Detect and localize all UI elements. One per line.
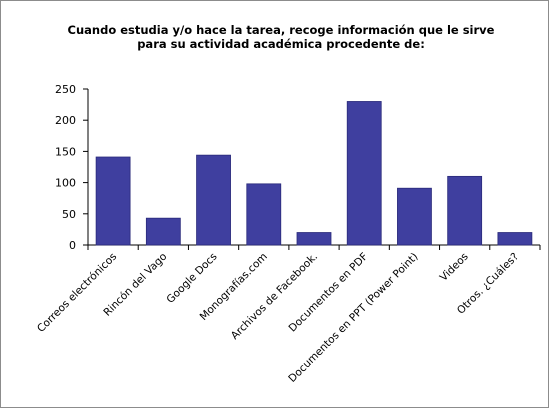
bar	[246, 183, 282, 246]
y-tick-label: 100	[55, 177, 76, 190]
bar	[497, 232, 533, 246]
bar	[397, 187, 432, 246]
x-tick-label: Correos electrónicos	[35, 251, 119, 335]
x-tick-label: Archivos de Facebook.	[229, 251, 320, 342]
bar	[145, 217, 181, 246]
bar	[447, 175, 483, 246]
bar	[95, 156, 131, 246]
y-axis: 0 50 100 150 200 250	[55, 83, 89, 252]
y-tick-label: 250	[55, 83, 76, 96]
x-axis	[87, 244, 541, 250]
y-tick-label: 200	[55, 114, 76, 127]
bar	[346, 101, 382, 246]
bar	[196, 154, 231, 246]
x-tick-label: Google Docs	[164, 251, 219, 306]
bars	[95, 101, 533, 246]
chart-title: Cuando estudia y/o hace la tarea, recoge…	[41, 23, 521, 51]
y-tick-label: 50	[62, 208, 76, 221]
y-tick-label: 0	[69, 239, 76, 252]
chart-title-line-2: para su actividad académica procedente d…	[137, 37, 425, 51]
y-tick-label: 150	[55, 145, 76, 158]
bar	[296, 232, 332, 246]
chart-title-line-1: Cuando estudia y/o hace la tarea, recoge…	[67, 23, 495, 37]
x-tick-label: Videos	[438, 251, 471, 284]
